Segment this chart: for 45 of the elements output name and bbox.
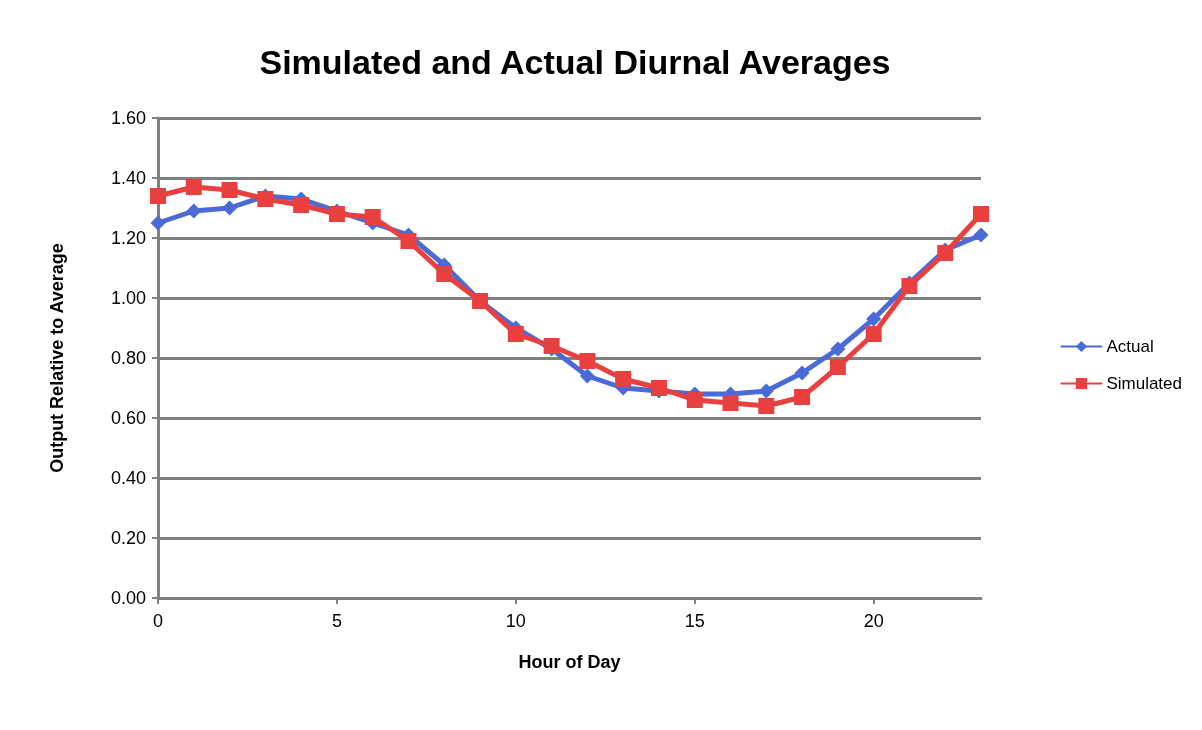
y-tick-label: 0.20 [110,528,146,548]
x-tick-label: 10 [505,611,526,631]
point [866,311,882,327]
legend-label: Simulated [1106,374,1183,393]
point [758,383,774,399]
y-axis-title: Output Relative to Average [47,243,67,473]
x-axis-title: Hour of Day [518,652,621,672]
point [186,203,202,219]
legend-label: Actual [1106,337,1154,356]
point [973,227,989,243]
y-tick-label: 1.40 [110,168,146,188]
point [221,182,238,198]
point [686,392,703,408]
y-tick-label: 0.40 [110,468,146,488]
point [722,395,739,411]
point [794,389,811,405]
point [185,179,202,195]
y-tick-label: 1.00 [110,288,146,308]
point [830,341,846,357]
point [973,206,989,222]
point [507,326,524,342]
point [794,365,810,381]
point [150,215,166,231]
x-tick-label: 0 [152,611,164,631]
point [615,371,632,387]
x-tick-label: 5 [331,611,342,631]
point [222,200,238,216]
point [758,398,775,414]
point [364,209,381,225]
y-tick-label: 0.60 [110,408,146,428]
y-tick-label: 1.60 [110,108,146,128]
chart-title: Simulated and Actual Diurnal Averages [259,43,891,81]
y-tick-label: 0.80 [110,348,146,368]
point [293,197,310,213]
point [436,266,453,282]
y-tick-label: 0.00 [110,588,146,608]
x-tick-label: 15 [684,611,705,631]
point [579,368,595,384]
point [829,359,846,375]
point [400,233,417,249]
point [579,353,596,369]
x-tick-label: 20 [863,611,884,631]
point [150,188,166,204]
point [865,326,882,342]
y-tick-label: 1.20 [110,228,146,248]
